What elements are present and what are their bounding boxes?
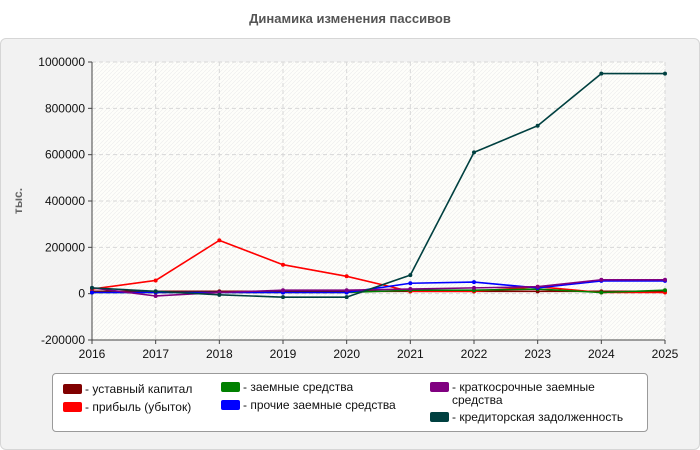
data-point [90,290,94,295]
data-point [344,274,349,279]
x-tick-label: 2024 [588,347,615,361]
data-point [535,123,540,128]
legend-swatch [430,382,449,392]
x-tick-label: 2018 [206,347,233,361]
data-point [281,295,285,300]
data-point [153,278,158,283]
data-point [408,281,413,286]
x-tick-label: 2019 [270,347,297,361]
data-point [281,288,285,293]
x-tick-label: 2021 [397,347,424,361]
data-point [535,284,540,289]
legend-label: - уставный капитал [85,382,193,396]
series-line [91,239,665,294]
data-point [599,290,604,295]
y-tick-label: 400000 [45,194,85,208]
data-point [217,292,222,297]
data-point [90,285,94,290]
data-point [663,288,667,293]
data-point [472,150,476,155]
data-point [217,238,222,243]
series-line [91,72,665,298]
legend-label: - прибыль (убыток) [85,400,192,414]
data-point [599,71,604,76]
data-point [408,273,413,278]
legend-label: - кредиторская задолженность [452,410,624,424]
chart-title: Динамика изменения пассивов [249,11,451,26]
data-point [472,280,476,285]
data-point [153,293,158,298]
data-point [281,262,285,267]
y-tick-label: 0 [78,287,85,301]
legend-swatch [430,412,449,422]
legend-swatch [63,384,82,394]
chart-legend: - уставный капитал - прибыль (убыток) - … [52,373,648,432]
y-tick-label: 1000000 [38,55,85,69]
x-tick-label: 2020 [333,347,360,361]
legend-swatch [63,402,82,412]
x-tick-label: 2023 [524,347,551,361]
legend-swatch [221,382,240,392]
data-point [344,288,349,293]
x-tick-label: 2022 [461,347,488,361]
series-line [91,278,665,297]
data-point [472,285,476,290]
x-tick-label: 2025 [652,347,679,361]
y-tick-label: 200000 [45,240,85,254]
y-axis-title: тыс. [11,188,25,214]
x-tick-label: 2017 [142,347,169,361]
data-point [599,277,604,282]
y-tick-label: 600000 [45,148,85,162]
legend-label: - прочие заемные средства [243,398,396,412]
legend-swatch [221,400,240,410]
data-point [663,71,667,76]
data-point [663,277,667,282]
data-point [153,289,158,294]
y-tick-label: 800000 [45,101,85,115]
y-tick-label: -200000 [41,333,85,347]
legend-label: - заемные средства [243,380,354,394]
data-point [344,295,349,300]
legend-label: - краткосрочные заемные средства [452,380,595,407]
data-point [408,287,413,292]
x-tick-label: 2016 [79,347,106,361]
